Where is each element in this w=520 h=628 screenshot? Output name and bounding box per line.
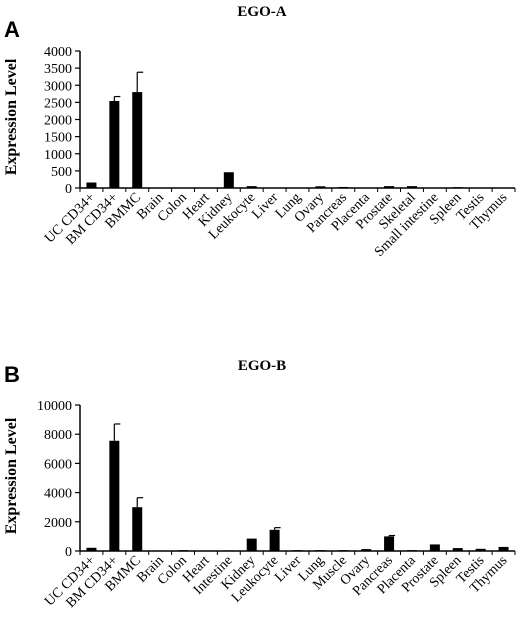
panel-a-bar xyxy=(132,92,143,188)
panel-a-bar xyxy=(452,187,463,188)
panel-b-y-tick-label: 8000 xyxy=(44,428,72,443)
panel-a-y-tick-label: 2000 xyxy=(44,114,72,129)
panel-a-y-tick-label: 0 xyxy=(65,182,72,197)
panel-a-y-tick-label: 3000 xyxy=(44,79,72,94)
panel-a-bar xyxy=(246,186,257,188)
panel-b-bar xyxy=(292,550,303,551)
panel-b-bar xyxy=(109,440,120,551)
panel-b-bar xyxy=(498,546,509,551)
panel-a-y-tick-label: 3500 xyxy=(44,62,72,77)
panel-a-title: EGO-A xyxy=(237,4,286,20)
panel-b-bar xyxy=(475,548,486,551)
panel-b-bar xyxy=(406,550,417,551)
panel-a-y-tick-label: 1000 xyxy=(44,148,72,163)
panel-a-bar xyxy=(338,186,349,188)
panel-b-title: EGO-B xyxy=(238,358,286,374)
panel-b-y-tick-label: 2000 xyxy=(44,516,72,531)
panel-b-bar xyxy=(338,550,349,551)
panel-a-bar xyxy=(223,172,234,188)
panel-a-bar xyxy=(384,186,395,188)
panel-b-bar xyxy=(132,507,143,551)
panel-a-y-tick-label: 1500 xyxy=(44,131,72,146)
panel-a-bar xyxy=(86,182,97,188)
panel-b-bar xyxy=(315,550,326,551)
panel-b-y-tick-label: 6000 xyxy=(44,457,72,472)
panel-a-y-tick-label: 4000 xyxy=(44,45,72,60)
panel-a-label: A xyxy=(4,17,20,42)
panel-a-y-tick-label: 500 xyxy=(51,165,72,180)
panel-b-bar xyxy=(246,538,257,551)
panel-b-bar xyxy=(178,550,189,551)
panel-a-bar xyxy=(315,186,326,188)
panel-b-bar xyxy=(269,529,280,551)
panel-a-y-tick-label: 2500 xyxy=(44,96,72,111)
panel-b-y-tick-label: 4000 xyxy=(44,487,72,502)
panel-b-bar xyxy=(86,547,97,551)
panel-b-bar xyxy=(361,549,372,551)
panel-b-bar xyxy=(429,544,440,551)
panel-a-ylabel: Expression Level xyxy=(3,58,20,175)
panel-a-bar xyxy=(406,186,417,188)
panel-a-bar xyxy=(109,101,120,188)
panel-b-bar xyxy=(384,536,395,551)
panel-b-ylabel: Expression Level xyxy=(3,417,20,534)
panel-b-bar xyxy=(452,548,463,551)
panel-b-y-tick-label: 0 xyxy=(65,545,72,560)
panel-b-y-tick-label: 10000 xyxy=(37,399,72,414)
panel-b-bar xyxy=(223,550,234,551)
panel-b-label: B xyxy=(4,362,20,387)
